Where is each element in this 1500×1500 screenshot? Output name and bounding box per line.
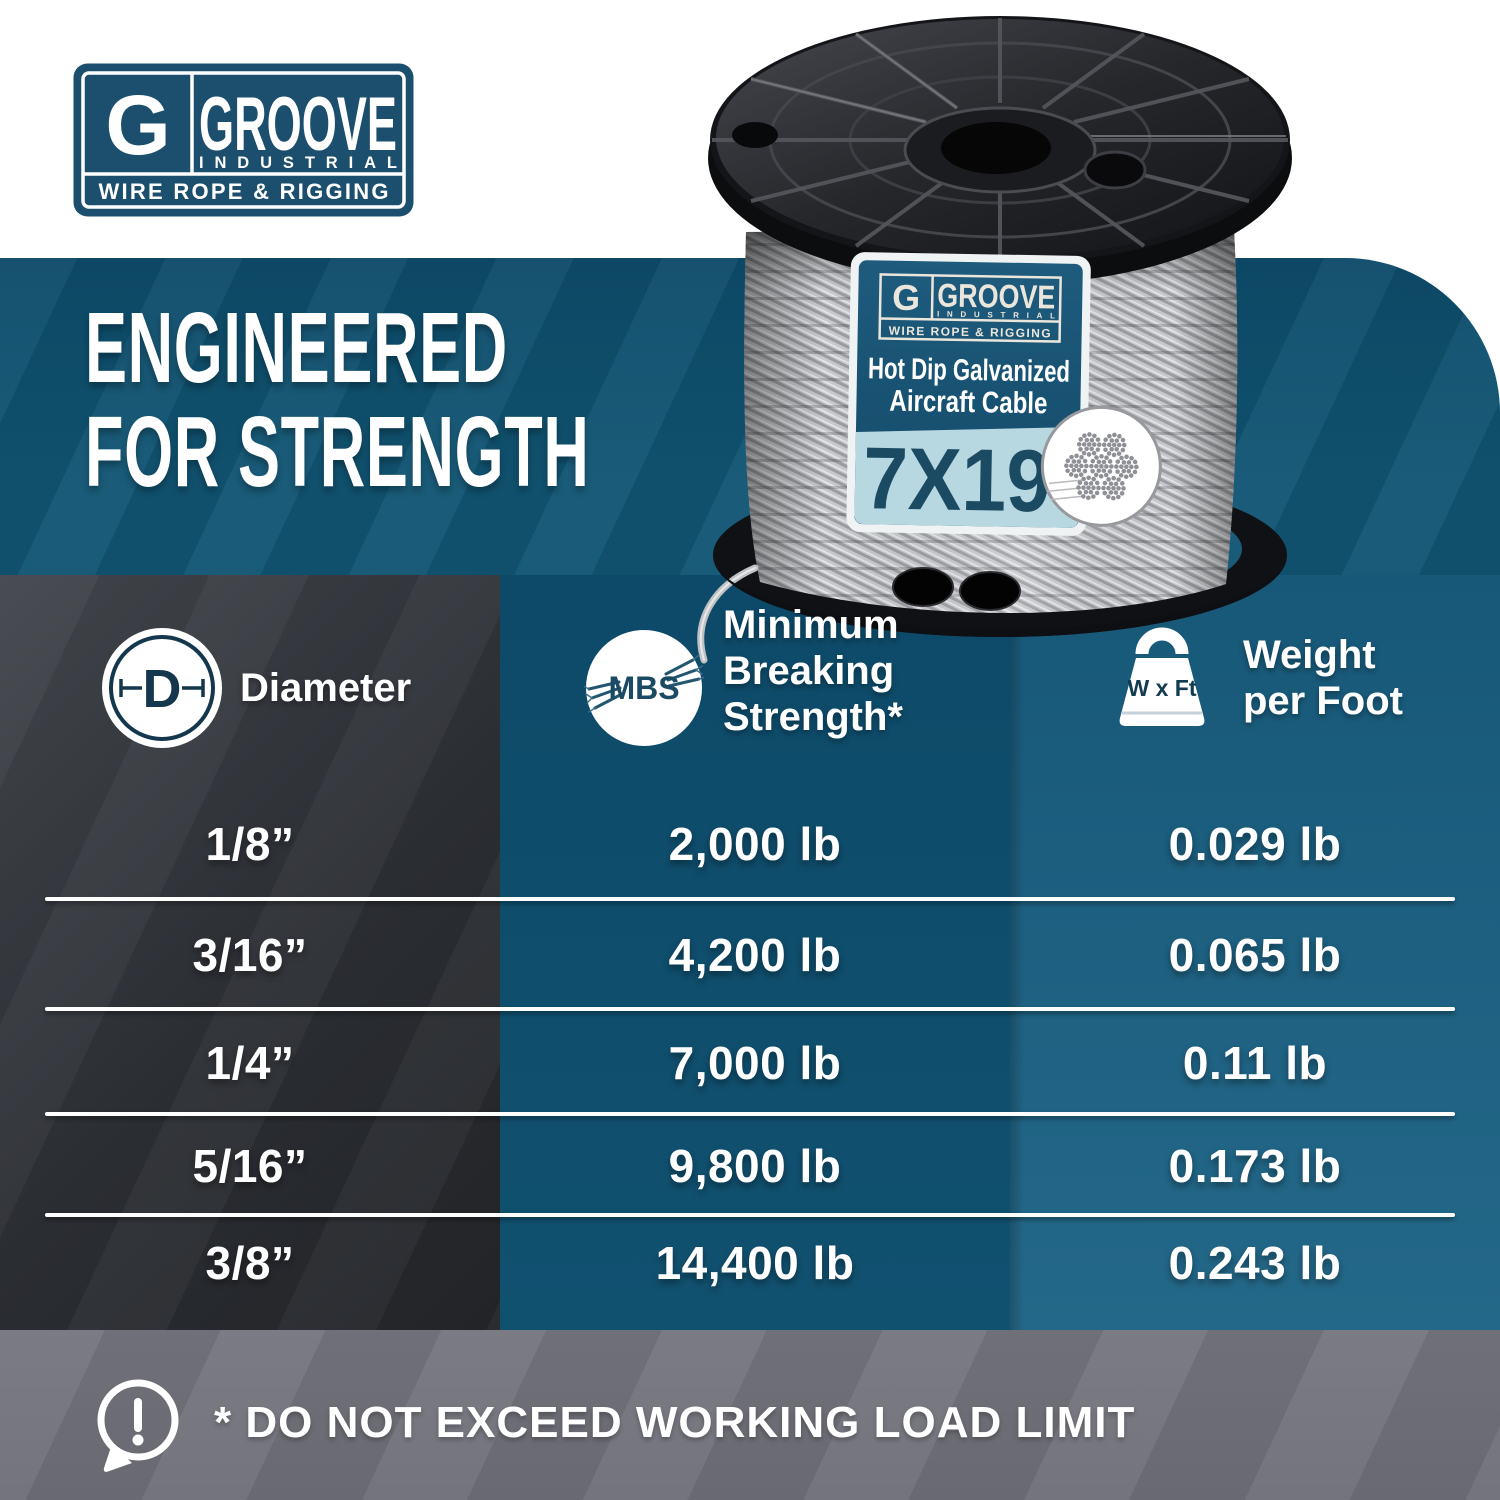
- hero-heading-line2: FOR STRENGTH: [85, 396, 590, 508]
- mbs-icon-letters: MBS: [608, 670, 679, 706]
- spool-top-flange: [708, 16, 1292, 285]
- diameter-value: 5/16”: [192, 1139, 308, 1192]
- column-header-diameter: Diameter: [240, 666, 412, 710]
- label-g-monogram: G: [892, 277, 921, 318]
- weight-value: 0.243 lb: [1168, 1237, 1342, 1289]
- label-brand-tagline: WIRE ROPE & RIGGING: [889, 324, 1051, 341]
- mbs-value: 2,000 lb: [668, 817, 842, 870]
- footer-warning-text: * DO NOT EXCEED WORKING LOAD LIMIT: [214, 1398, 1136, 1447]
- label-construction: 7X19: [862, 428, 1052, 530]
- weight-value: 0.11 lb: [1182, 1036, 1328, 1089]
- brand-logo: G GROOVE INDUSTRIAL WIRE ROPE & RIGGING: [73, 63, 414, 217]
- weight-icon: W x Ft: [1119, 627, 1205, 726]
- column-bg-weight: [1010, 575, 1500, 1330]
- mbs-value: 14,400 lb: [655, 1237, 855, 1289]
- table-row: 1/4” 7,000 lb 0.11 lb: [0, 1013, 1500, 1112]
- brand-name: GROOVE: [199, 82, 397, 167]
- hero-heading: ENGINEERED FOR STRENGTH: [85, 296, 590, 504]
- row-separator: [45, 1007, 1455, 1011]
- spool-flange-hole: [959, 571, 1021, 611]
- label-brand-logo: G GROOVE INDUSTRIAL WIRE ROPE & RIGGING: [878, 273, 1062, 343]
- table-row: 3/8” 14,400 lb 0.243 lb: [0, 1219, 1500, 1307]
- table-row: 5/16” 9,800 lb 0.173 lb: [0, 1118, 1500, 1213]
- weight-value: 0.029 lb: [1168, 817, 1342, 870]
- weight-value: 0.173 lb: [1168, 1139, 1342, 1192]
- column-bg-mbs: [500, 575, 1010, 1330]
- mbs-value: 7,000 lb: [668, 1036, 842, 1089]
- loose-cable-end: [697, 564, 759, 664]
- column-header-mbs: Minimum Breaking Strength*: [723, 603, 903, 739]
- mbs-icon: MBS: [584, 630, 704, 746]
- diameter-icon: D: [102, 628, 222, 748]
- cable-spool-photo: G GROOVE INDUSTRIAL WIRE ROPE & RIGGING …: [697, 16, 1292, 664]
- label-product-line2: Aircraft Cable: [889, 385, 1048, 421]
- label-brand-name: GROOVE: [937, 276, 1056, 315]
- warning-bubble-icon: [97, 1379, 179, 1472]
- weight-value: 0.065 lb: [1168, 929, 1342, 981]
- mbs-value: 9,800 lb: [668, 1139, 842, 1192]
- cable-cross-section-icon: [1040, 405, 1162, 527]
- table-row: 1/8” 2,000 lb 0.029 lb: [0, 790, 1500, 897]
- diameter-value: 3/16”: [192, 929, 308, 981]
- hero-heading-line1: ENGINEERED: [85, 292, 508, 404]
- row-separator: [45, 1213, 1455, 1217]
- label-product-line1: Hot Dip Galvanized: [868, 352, 1071, 389]
- row-separator: [45, 897, 1455, 901]
- diameter-icon-letter: D: [143, 659, 182, 719]
- spool-product-label: G GROOVE INDUSTRIAL WIRE ROPE & RIGGING …: [846, 252, 1162, 536]
- diameter-value: 1/8”: [205, 817, 295, 870]
- diameter-value: 1/4”: [205, 1036, 295, 1089]
- footer-band: [0, 1330, 1500, 1500]
- weight-icon-letters: W x Ft: [1128, 675, 1197, 701]
- column-header-weight: Weight per Foot: [1243, 633, 1403, 723]
- column-bg-diameter: [0, 575, 500, 1330]
- table-row: 3/16” 4,200 lb 0.065 lb: [0, 903, 1500, 1007]
- brand-g-monogram: G: [105, 78, 170, 172]
- mbs-value: 4,200 lb: [668, 929, 842, 981]
- spool-flange-hole: [892, 567, 954, 607]
- row-separator: [45, 1112, 1455, 1116]
- diameter-value: 3/8”: [205, 1237, 295, 1289]
